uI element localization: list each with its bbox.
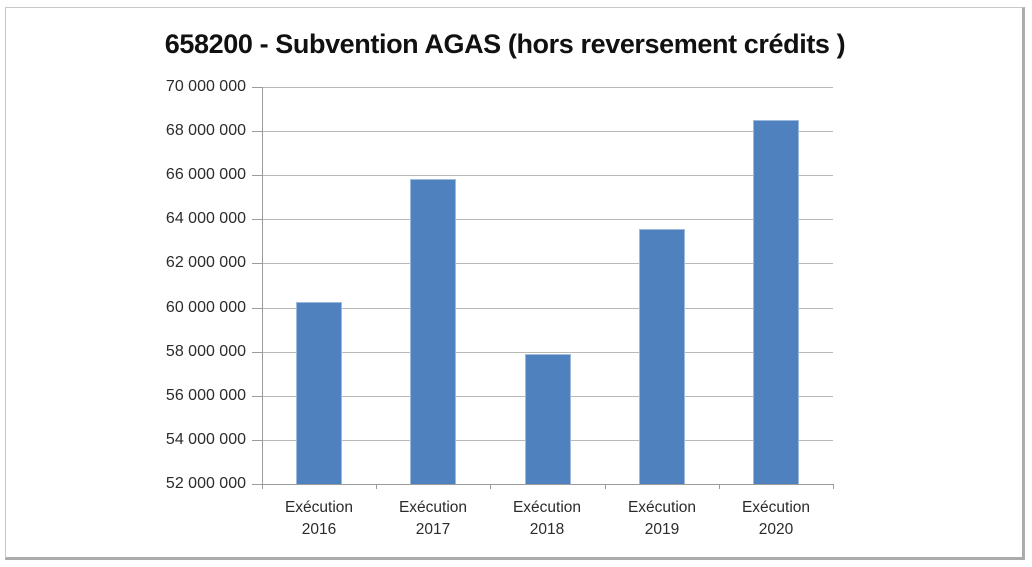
y-axis-tick xyxy=(252,484,262,485)
y-axis-tick xyxy=(252,175,262,176)
chart-frame xyxy=(5,7,1025,560)
gridline xyxy=(262,263,833,264)
x-axis-label: Exécution 2020 xyxy=(741,499,811,538)
x-axis-label: Exécution 2018 xyxy=(512,499,582,538)
x-axis-tick xyxy=(833,484,834,489)
y-axis-label: 56 000 000 xyxy=(165,387,246,404)
x-axis-tick xyxy=(376,484,377,489)
chart-title: 658200 - Subvention AGAS (hors reverseme… xyxy=(164,29,846,59)
gridline xyxy=(262,131,833,132)
y-axis-tick xyxy=(252,263,262,264)
y-axis-tick xyxy=(252,219,262,220)
gridline xyxy=(262,308,833,309)
x-axis-tick xyxy=(262,484,263,489)
bar xyxy=(296,302,342,484)
x-axis-label: Exécution 2019 xyxy=(627,499,697,538)
y-axis-label: 54 000 000 xyxy=(165,431,246,448)
x-axis-tick xyxy=(719,484,720,489)
y-axis-label: 52 000 000 xyxy=(165,475,246,492)
gridline xyxy=(262,175,833,176)
gridline xyxy=(262,352,833,353)
bar xyxy=(753,120,799,484)
y-axis-label: 64 000 000 xyxy=(165,210,246,227)
bar xyxy=(525,354,571,484)
y-axis-label: 60 000 000 xyxy=(165,299,246,316)
x-axis-label: Exécution 2016 xyxy=(284,499,354,538)
y-axis-tick xyxy=(252,396,262,397)
x-axis-tick xyxy=(490,484,491,489)
y-axis-label: 70 000 000 xyxy=(165,78,246,95)
y-axis-line xyxy=(262,87,263,485)
bar xyxy=(639,229,685,484)
x-axis-line xyxy=(262,484,833,485)
x-axis-tick xyxy=(605,484,606,489)
x-axis-label: Exécution 2017 xyxy=(398,499,468,538)
y-axis-tick xyxy=(252,352,262,353)
y-axis-label: 62 000 000 xyxy=(165,254,246,271)
gridline xyxy=(262,219,833,220)
y-axis-label: 68 000 000 xyxy=(165,122,246,139)
y-axis-tick xyxy=(252,440,262,441)
y-axis-label: 58 000 000 xyxy=(165,343,246,360)
y-axis-tick xyxy=(252,87,262,88)
y-axis-label: 66 000 000 xyxy=(165,166,246,183)
bar xyxy=(410,179,456,484)
y-axis-tick xyxy=(252,308,262,309)
gridline xyxy=(262,87,833,88)
y-axis-tick xyxy=(252,131,262,132)
